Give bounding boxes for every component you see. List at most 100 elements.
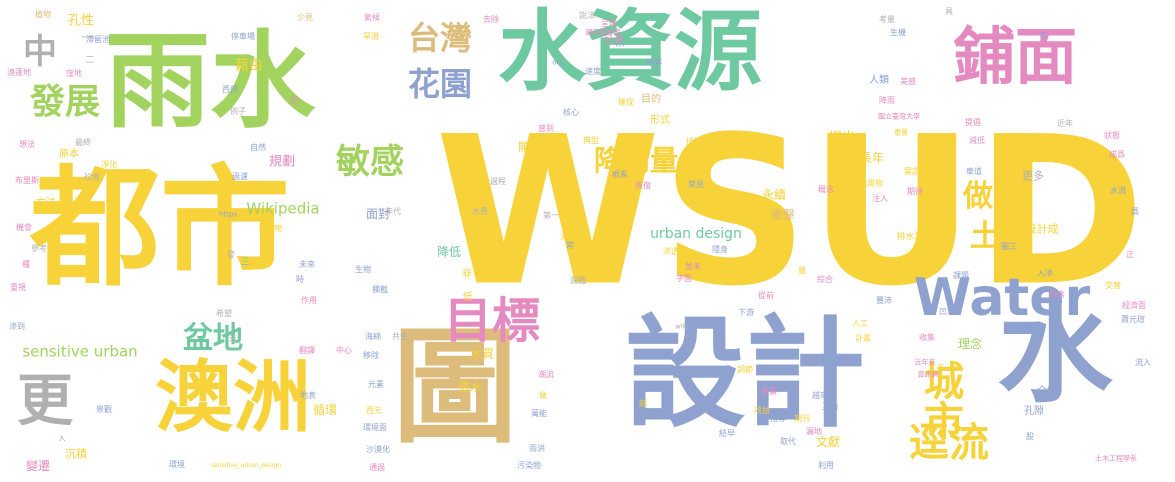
word-151: 未來	[299, 260, 315, 269]
word-115: 越來越	[812, 391, 836, 400]
word-74: 具	[945, 7, 953, 16]
word-52: 孔隙	[1024, 406, 1044, 417]
word-112: 從前	[758, 291, 774, 300]
word-99: 課題	[953, 271, 969, 280]
word-21: 做法	[963, 179, 1023, 214]
word-80: 提倡	[965, 118, 981, 127]
word-urban-design: urban design	[650, 226, 742, 242]
word-39: 水質	[469, 347, 495, 361]
word-6: 澳洲	[154, 353, 312, 443]
word-45: 原本	[59, 149, 79, 160]
word-189: 重視	[10, 283, 26, 292]
word-130: 確保	[618, 98, 634, 107]
word-95: 方針	[1104, 219, 1120, 228]
word-29: 提出	[828, 130, 856, 146]
word-89: 車道	[966, 167, 982, 176]
word-173: 翻譯	[299, 346, 315, 355]
word-180: 自然	[250, 143, 266, 152]
word-72: 理解	[646, 58, 662, 67]
word-136: 過程	[490, 177, 506, 186]
word-140: 年代	[385, 207, 401, 216]
word-wsud: WSUD	[434, 93, 1146, 332]
word-190: 滲到	[9, 322, 25, 331]
word-98: 正	[1126, 250, 1134, 259]
word-156: 中心	[336, 346, 352, 355]
word-141: 流	[560, 232, 568, 241]
word-106: 蕭元瑄	[1121, 315, 1145, 324]
word-196: 四	[291, 96, 299, 105]
word-121: 取代	[780, 437, 796, 446]
word-166: 西元	[366, 406, 382, 415]
word-113: 調節	[737, 365, 753, 374]
word-60: 植物	[35, 10, 51, 19]
word-17: 降雨量	[593, 144, 679, 177]
word-119: 期刊	[794, 414, 810, 423]
word-86: 沈澱物	[859, 179, 883, 188]
word-150: 攔截	[372, 285, 388, 294]
word-8: 鋪面	[952, 20, 1078, 93]
word-105: 豐沛	[876, 296, 892, 305]
word-187: 參考	[31, 244, 47, 253]
word-102: 綜合	[817, 275, 833, 284]
word-186: 機會	[16, 223, 32, 232]
word-org: org	[552, 58, 564, 67]
word-155: 共生	[392, 332, 408, 341]
word-144: 並未	[685, 262, 701, 271]
word-46: 方法	[36, 198, 56, 209]
word-123: 結早	[719, 429, 735, 438]
word-90: 水流	[1110, 186, 1126, 195]
word-181: 淨化	[101, 160, 117, 169]
word-sensitive-urban-design: sensitive_urban_design	[210, 462, 282, 469]
word-56: 三	[240, 257, 250, 268]
word-35: 設計成	[1025, 222, 1059, 236]
word-174: 希望	[216, 309, 232, 318]
word-109: 人工	[852, 319, 868, 328]
word-62: 少見	[297, 13, 313, 22]
word-43: 變遷	[25, 459, 51, 473]
word-153: 作用	[301, 296, 317, 305]
word-127: 逕	[936, 363, 944, 372]
word-53: 排水溝	[896, 232, 924, 243]
word-44: 開發	[518, 140, 540, 154]
word-73: 考量	[879, 15, 895, 24]
word-4: 水資源	[497, 0, 763, 103]
word-5: 圖	[392, 315, 518, 461]
word-110: 計畫	[855, 334, 871, 343]
word-3: 設計	[625, 305, 865, 444]
word-145: 隱身	[712, 245, 728, 254]
word-149: 生物	[355, 265, 371, 274]
word-120: 漏地	[806, 427, 822, 436]
word-61: 停車場	[231, 32, 255, 41]
word-19: 中	[23, 32, 57, 72]
word-7: 水	[997, 284, 1113, 419]
word-162: 越	[639, 399, 647, 408]
word-wiki: wiki	[675, 322, 689, 331]
word-92: 概念	[818, 185, 834, 194]
word-160: 萬能	[531, 409, 547, 418]
word-129: 核心	[563, 108, 579, 117]
word-77: 美感	[900, 77, 916, 86]
word-168: 沙漠化	[366, 445, 390, 454]
word-42: 沉積	[65, 447, 87, 461]
word-40: 透水	[457, 380, 483, 394]
word-12: 城市	[917, 360, 963, 440]
word-11: 更	[17, 369, 73, 434]
word-126: 資訊網	[917, 370, 939, 379]
word-157: 移除	[363, 351, 379, 360]
word-116: 互動	[822, 402, 838, 411]
word-159: 元素	[368, 380, 384, 389]
word-192: 窪地	[66, 69, 82, 78]
word-22: 盆地	[183, 321, 243, 356]
word-76: 生機	[890, 28, 906, 37]
word-65: 去除	[483, 15, 499, 24]
word-67: 呈現	[601, 19, 617, 28]
word-66: 說法	[579, 11, 595, 20]
word-107: 流入	[1135, 358, 1151, 367]
word-161: 做	[539, 391, 547, 400]
word-163: 雨洪	[529, 444, 545, 453]
word-132: 持續	[686, 137, 702, 146]
word-18: 台灣	[407, 19, 473, 57]
word-41: 循環	[312, 403, 338, 417]
word-194: 西部	[222, 85, 238, 94]
